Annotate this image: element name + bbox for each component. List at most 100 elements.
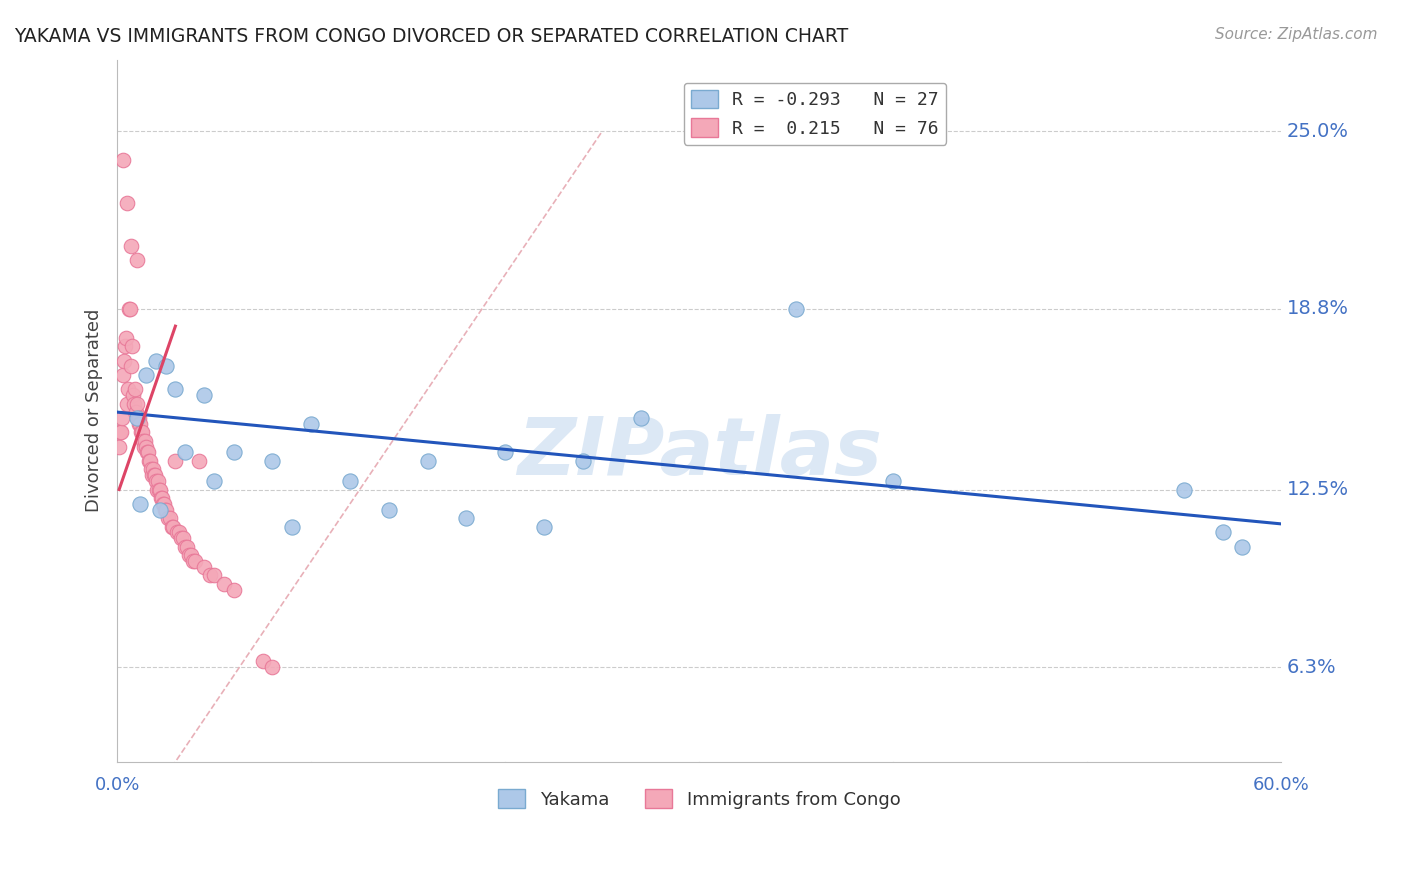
Point [378,502,401,516]
Point [165,382,187,396]
Point [416,454,439,468]
Point [180,549,202,563]
Point [114,339,136,353]
Point [129,417,152,431]
Point [136,445,159,459]
Point [146,474,169,488]
Point [139,462,162,476]
Point [118,301,141,316]
Point [124,382,146,396]
Point [187,454,209,468]
Point [156,511,179,525]
Text: 18.8%: 18.8% [1286,300,1350,318]
Point [121,339,143,353]
Y-axis label: Divorced or Separated: Divorced or Separated [86,309,103,512]
Point [202,474,225,488]
Point [125,396,148,410]
Point [193,560,215,574]
Point [139,454,162,468]
Point [170,531,193,545]
Point [169,525,191,540]
Point [142,462,165,476]
Point [177,549,200,563]
Point [145,474,167,488]
Point [494,445,516,459]
Point [162,520,184,534]
Point [146,483,169,497]
Point [143,468,166,483]
Point [112,353,135,368]
Legend: Yakama, Immigrants from Congo: Yakama, Immigrants from Congo [491,782,908,816]
Point [149,502,172,516]
Point [222,582,245,597]
Point [155,359,177,374]
Point [120,359,142,374]
Point [184,554,207,568]
Point [108,440,131,454]
Point [152,497,174,511]
Point [143,468,166,483]
Point [111,153,134,167]
Point [174,445,197,459]
Point [138,454,160,468]
Point [222,445,245,459]
Point [176,540,198,554]
Point [174,540,197,554]
Point [127,410,149,425]
Text: 0.0%: 0.0% [94,776,139,794]
Point [299,417,322,431]
Point [172,531,194,545]
Point [166,525,188,540]
Point [262,454,284,468]
Point [125,410,148,425]
Point [281,520,304,534]
Point [159,511,181,525]
Point [533,520,555,534]
Text: ZIPatlas: ZIPatlas [517,414,882,491]
Point [630,410,652,425]
Point [121,388,143,402]
Point [1173,483,1195,497]
Point [131,425,153,440]
Text: Source: ZipAtlas.com: Source: ZipAtlas.com [1215,27,1378,42]
Point [129,497,152,511]
Point [200,568,222,582]
Point [152,497,174,511]
Point [1212,525,1234,540]
Point [155,502,177,516]
Point [252,655,274,669]
Point [128,410,150,425]
Point [110,425,132,440]
Text: 60.0%: 60.0% [1253,776,1309,794]
Point [785,301,807,316]
Text: 25.0%: 25.0% [1286,121,1350,141]
Point [150,491,173,505]
Point [131,425,153,440]
Point [120,239,142,253]
Point [108,425,131,440]
Point [262,660,284,674]
Point [134,434,156,448]
Point [115,195,138,210]
Point [1232,540,1254,554]
Point [115,396,138,410]
Point [882,474,904,488]
Point [165,454,187,468]
Point [148,483,170,497]
Point [153,502,176,516]
Point [135,440,157,454]
Point [135,368,157,382]
Point [122,396,145,410]
Point [134,440,156,454]
Point [456,511,478,525]
Point [339,474,361,488]
Point [149,483,172,497]
Point [132,434,155,448]
Point [145,353,167,368]
Point [115,330,138,344]
Point [136,445,159,459]
Point [125,253,148,268]
Point [111,410,134,425]
Point [193,388,215,402]
Point [572,454,595,468]
